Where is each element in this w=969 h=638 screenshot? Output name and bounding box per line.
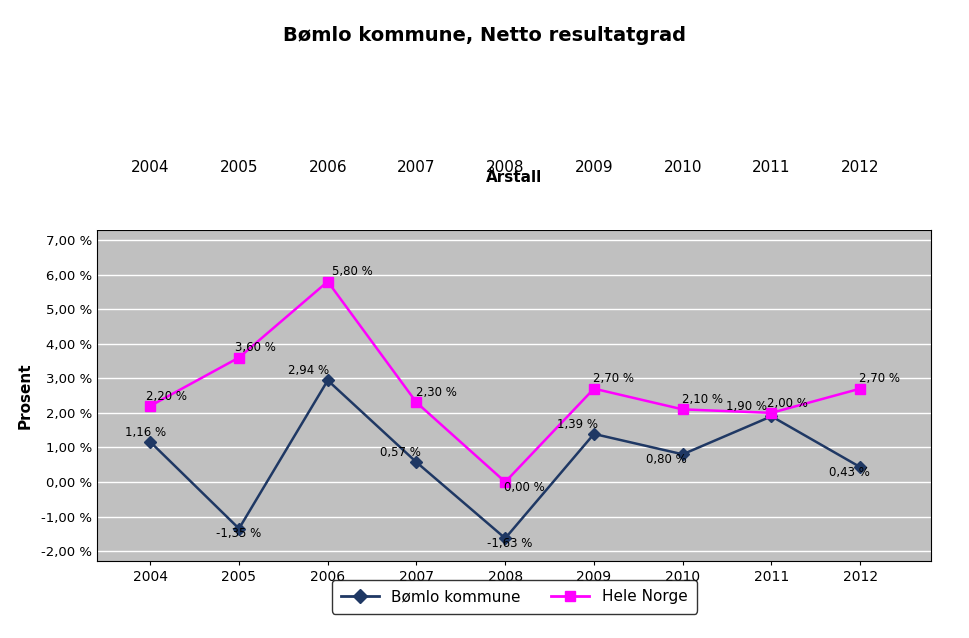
Text: 2,70 %: 2,70 % (859, 373, 899, 385)
Text: 2,10 %: 2,10 % (681, 393, 722, 406)
Y-axis label: Prosent: Prosent (17, 362, 33, 429)
Text: 1,90 %: 1,90 % (726, 400, 766, 413)
Text: 1,16 %: 1,16 % (125, 426, 167, 439)
Text: 2,94 %: 2,94 % (288, 364, 328, 377)
Text: -1,35 %: -1,35 % (216, 527, 262, 540)
Text: -1,63 %: -1,63 % (486, 537, 532, 550)
Text: 0,80 %: 0,80 % (645, 453, 686, 466)
Text: 3,60 %: 3,60 % (234, 341, 275, 354)
Text: Bømlo kommune, Netto resultatgrad: Bømlo kommune, Netto resultatgrad (283, 26, 686, 45)
Text: 5,80 %: 5,80 % (331, 265, 372, 278)
Text: 2,70 %: 2,70 % (592, 373, 634, 385)
Text: 0,00 %: 0,00 % (504, 480, 545, 494)
Text: 0,43 %: 0,43 % (828, 466, 869, 478)
Text: 2,30 %: 2,30 % (415, 386, 456, 399)
Text: 2,20 %: 2,20 % (145, 390, 186, 403)
Text: 2,00 %: 2,00 % (766, 397, 807, 410)
Text: 1,39 %: 1,39 % (557, 418, 598, 431)
Text: 0,57 %: 0,57 % (380, 446, 421, 459)
Legend: Bømlo kommune, Hele Norge: Bømlo kommune, Hele Norge (331, 580, 696, 614)
Text: Årstall: Årstall (485, 170, 542, 185)
